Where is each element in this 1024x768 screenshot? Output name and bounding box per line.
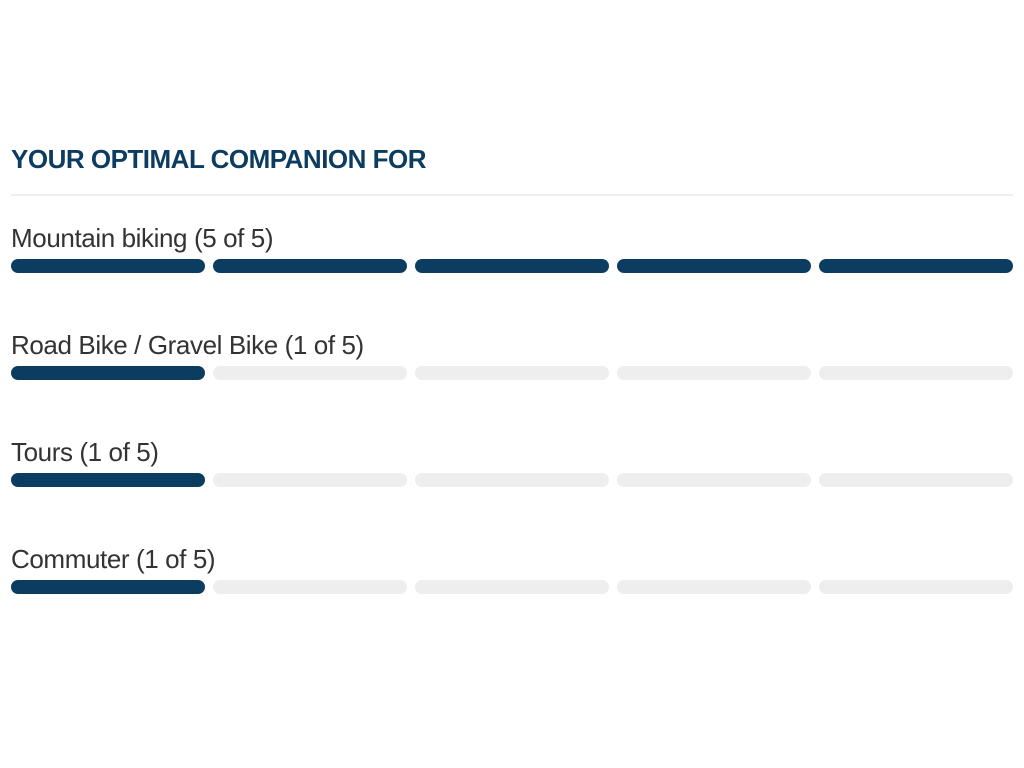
rating-segment-empty <box>415 473 609 487</box>
rating-item-mountain-biking: Mountain biking (5 of 5) <box>11 222 1013 329</box>
rating-item-commuter: Commuter (1 of 5) <box>11 543 1013 650</box>
rating-segment-filled <box>617 259 811 273</box>
rating-list: Mountain biking (5 of 5) Road Bike / Gra… <box>11 222 1013 650</box>
rating-bar <box>11 259 1013 273</box>
rating-bar <box>11 366 1013 380</box>
divider <box>11 194 1013 196</box>
rating-label: Mountain biking (5 of 5) <box>11 223 274 253</box>
rating-segment-filled <box>11 259 205 273</box>
optimal-companion-panel: YOUR OPTIMAL COMPANION FOR Mountain biki… <box>11 140 1013 650</box>
rating-label: Commuter (1 of 5) <box>11 544 216 574</box>
rating-segment-empty <box>819 473 1013 487</box>
rating-segment-empty <box>415 366 609 380</box>
rating-segment-empty <box>415 580 609 594</box>
rating-segment-empty <box>213 580 407 594</box>
rating-label: Road Bike / Gravel Bike (1 of 5) <box>11 330 364 360</box>
rating-segment-filled <box>819 259 1013 273</box>
rating-segment-empty <box>617 366 811 380</box>
rating-bar <box>11 473 1013 487</box>
rating-bar <box>11 580 1013 594</box>
rating-segment-filled <box>11 473 205 487</box>
rating-segment-empty <box>213 366 407 380</box>
rating-segment-filled <box>415 259 609 273</box>
rating-segment-empty <box>213 473 407 487</box>
rating-segment-empty <box>819 580 1013 594</box>
rating-segment-empty <box>617 473 811 487</box>
rating-segment-filled <box>11 580 205 594</box>
rating-item-road-gravel-bike: Road Bike / Gravel Bike (1 of 5) <box>11 329 1013 436</box>
rating-item-tours: Tours (1 of 5) <box>11 436 1013 543</box>
rating-segment-filled <box>213 259 407 273</box>
rating-label: Tours (1 of 5) <box>11 437 159 467</box>
rating-segment-filled <box>11 366 205 380</box>
rating-segment-empty <box>617 580 811 594</box>
rating-segment-empty <box>819 366 1013 380</box>
section-title: YOUR OPTIMAL COMPANION FOR <box>11 144 427 174</box>
